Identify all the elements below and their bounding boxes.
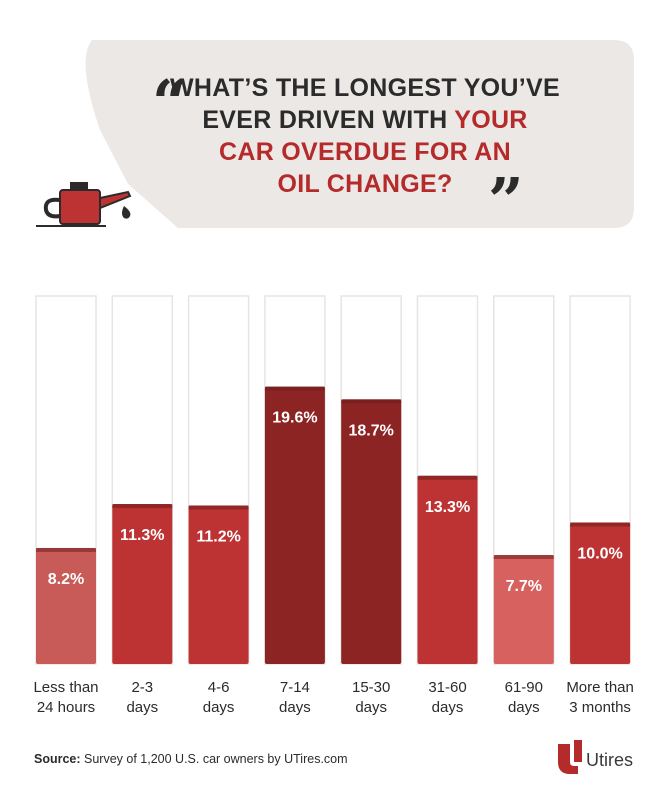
data-label: 11.3% [120, 527, 164, 544]
x-tick-label-line: days [431, 699, 464, 716]
x-tick-label: 15-30 days [326, 678, 416, 718]
bar-cap [493, 555, 554, 560]
x-tick-label-line: days [507, 699, 540, 716]
x-tick-label-line: 61-90 [504, 679, 543, 696]
chart-title: WHAT’S THE LONGEST YOU’VE EVER DRIVEN WI… [150, 72, 580, 200]
x-tick-label: More than 3 months [555, 678, 645, 718]
x-tick-label-line: 24 hours [36, 699, 96, 716]
source-label: Source: [34, 752, 81, 766]
title-line-4: OIL CHANGE? [277, 170, 453, 198]
title-line-2-highlight: YOUR [454, 106, 528, 134]
data-label: 19.6% [272, 410, 317, 427]
bar-cap [188, 505, 249, 510]
bar [264, 386, 325, 664]
data-label: 11.2% [196, 528, 240, 545]
x-tick-label: Less than 24 hours [21, 678, 111, 718]
x-tick-label-line: 4-6 [207, 679, 230, 696]
x-tick-label-line: days [355, 699, 388, 716]
logo-text: Utires [586, 750, 634, 770]
x-tick-label: 2-3 days [97, 678, 187, 718]
x-tick-label-line: Less than [33, 679, 99, 696]
x-tick-label-line: More than [566, 679, 634, 696]
bar [188, 505, 249, 664]
title-line-2: EVER DRIVEN WITH YOUR [150, 104, 580, 136]
bar-cap [112, 504, 173, 509]
close-quote-icon: ” [488, 164, 524, 237]
bar [341, 399, 402, 664]
data-label: 8.2% [48, 571, 84, 588]
bar [36, 547, 96, 664]
x-tick-label: 7-14 days [250, 678, 340, 718]
data-label: 10.0% [577, 545, 622, 562]
bar-cap [417, 475, 478, 480]
title-line-1: WHAT’S THE LONGEST YOU’VE [170, 74, 560, 102]
source-note: Source: Survey of 1,200 U.S. car owners … [34, 752, 348, 766]
x-tick-label: 4-6 days [174, 678, 264, 718]
data-label: 18.7% [349, 422, 394, 439]
x-tick-label-line: days [126, 699, 159, 716]
source-text: Survey of 1,200 U.S. car owners by UTire… [80, 752, 348, 766]
x-tick-label: 61-90 days [479, 678, 569, 718]
title-line-2-plain: EVER DRIVEN WITH [202, 106, 455, 134]
x-tick-label-line: 2-3 [131, 679, 154, 696]
x-tick-label-line: 3 months [569, 699, 631, 716]
bar-cap [264, 386, 325, 391]
x-tick-label-line: days [202, 699, 235, 716]
bar-chart: 8.2% 11.3% 11.2% 19.6% 18.7% 13.3% 7.7% 10.0% [35, 295, 631, 665]
data-label: 7.7% [506, 578, 542, 595]
bar [417, 475, 478, 664]
speech-bubble [85, 40, 635, 228]
oil-can-icon [36, 182, 132, 227]
data-label: 13.3% [425, 499, 470, 516]
bar [493, 555, 554, 664]
x-tick-label-line: 31-60 [428, 679, 467, 696]
title-line-3: CAR OVERDUE FOR AN [219, 138, 511, 166]
x-tick-label-line: 7-14 [279, 679, 310, 696]
bar [112, 504, 173, 664]
bar [570, 522, 631, 664]
open-quote-icon: “ [152, 66, 188, 139]
bar-cap [36, 547, 96, 552]
utires-logo-icon [558, 740, 582, 774]
bar-cap [341, 399, 402, 404]
bar-cap [570, 522, 631, 527]
x-tick-label-line: 15-30 [352, 679, 391, 696]
x-tick-label-line: days [279, 699, 311, 716]
x-tick-label: 31-60 days [403, 678, 493, 718]
